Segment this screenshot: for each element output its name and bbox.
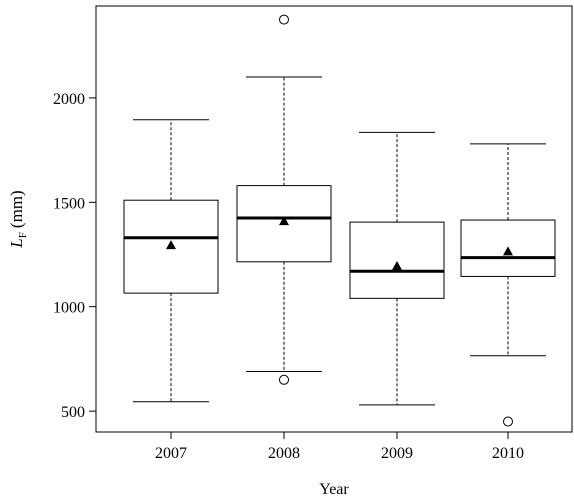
plot-frame <box>95 5 573 433</box>
x-axis: 2007 2008 2009 2010 <box>155 432 524 462</box>
box-2010 <box>460 143 556 427</box>
x-tick-label-2010: 2010 <box>492 445 524 462</box>
y-tick-label-500: 500 <box>61 404 85 421</box>
y-tick-label-2000: 2000 <box>53 91 85 108</box>
box-2009 <box>349 131 445 406</box>
x-tick-label-2007: 2007 <box>155 445 187 462</box>
box-2008 <box>236 14 332 385</box>
outlier-point <box>279 374 289 385</box>
x-axis-label: Year <box>319 481 349 498</box>
box-2007 <box>123 119 219 403</box>
iqr-box <box>349 221 445 299</box>
y-tick-label-1500: 1500 <box>53 195 85 212</box>
y-tick-label-1000: 1000 <box>53 300 85 317</box>
x-tick-label-2009: 2009 <box>381 445 413 462</box>
boxes-layer <box>123 14 556 427</box>
outlier-point <box>503 416 513 427</box>
y-axis-label: LF (mm) <box>7 190 29 248</box>
x-tick-label-2008: 2008 <box>268 445 300 462</box>
mean-marker <box>279 216 289 226</box>
y-axis: 500 1000 1500 2000 <box>53 91 96 421</box>
mean-marker <box>392 260 402 270</box>
mean-marker <box>166 240 176 250</box>
y-axis-label-unit: (mm) <box>7 190 26 228</box>
y-axis-label-subscript: F <box>17 232 29 238</box>
mean-marker <box>503 246 513 256</box>
y-axis-label-symbol: L <box>7 238 26 248</box>
outlier-point <box>279 14 289 25</box>
